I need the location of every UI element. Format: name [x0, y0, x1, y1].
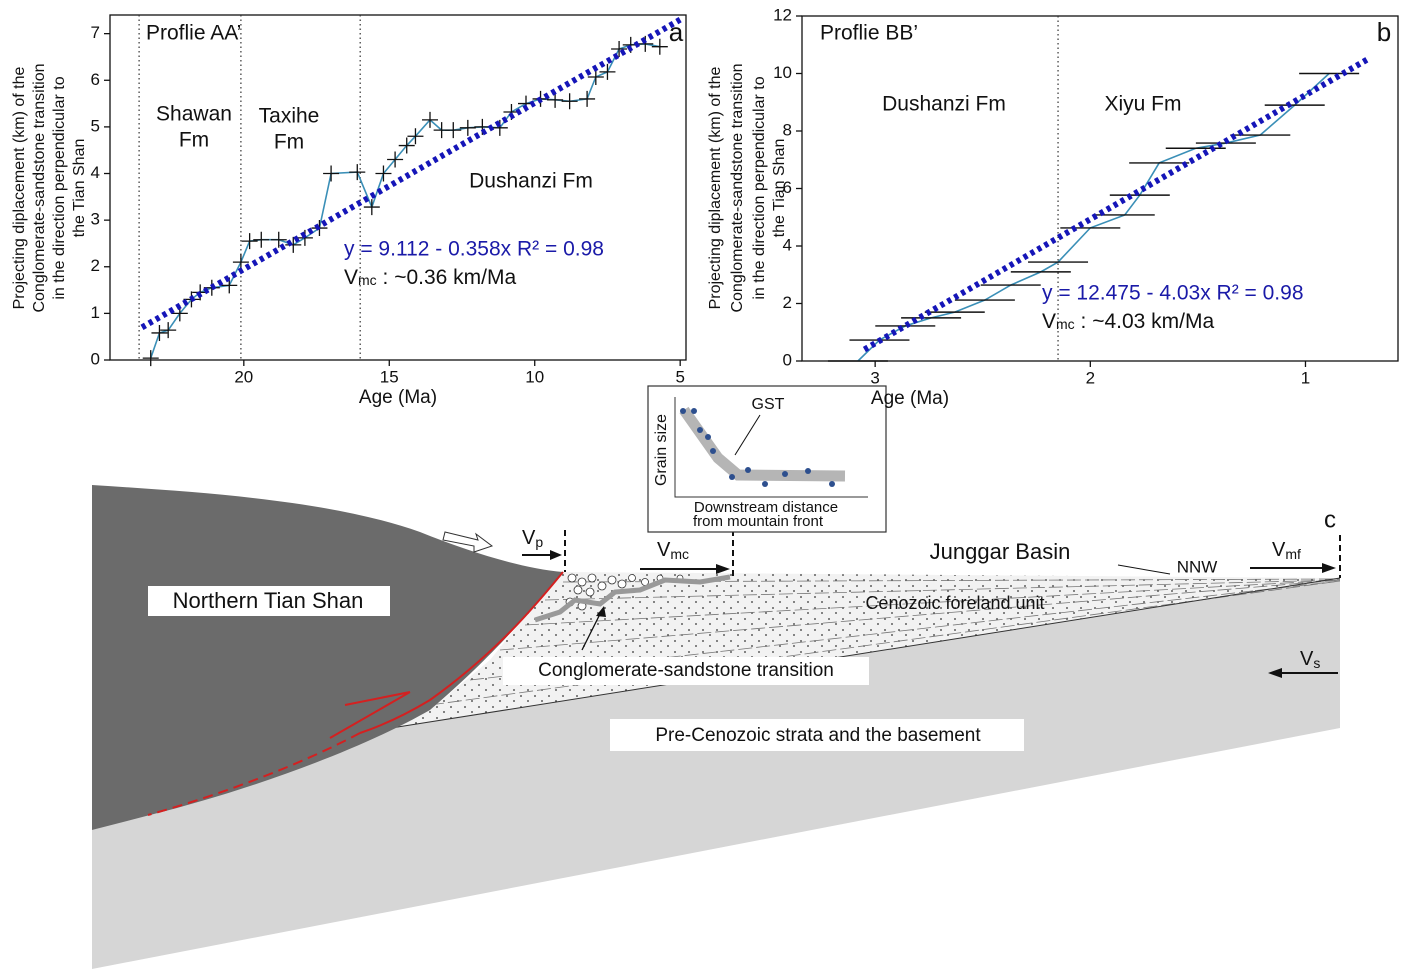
y-tick-label: 0	[783, 350, 792, 369]
formation-label: Fm	[179, 129, 209, 152]
data-point	[271, 232, 287, 248]
x-tick-label: 15	[380, 367, 399, 386]
data-point	[579, 91, 595, 107]
x-axis-label: Age (Ma)	[871, 388, 949, 409]
velocity-subscript: mc	[670, 546, 689, 562]
data-line	[151, 44, 660, 358]
basement-label: Pre-Cenozoic strata and the basement	[655, 725, 981, 746]
rate-subscript: mc	[358, 272, 377, 288]
figure: Northern Tian Shan Junggar Basin Cenozoi…	[0, 0, 1410, 969]
velocity-subscript: mf	[1285, 546, 1301, 562]
y-tick-label: 6	[91, 70, 100, 89]
y-tick-label: 10	[773, 63, 792, 82]
y-tick-label: 2	[91, 256, 100, 275]
x-tick-label: 10	[525, 367, 544, 386]
y-axis-label: the Tian Shan	[771, 139, 788, 238]
formation-label: Taxihe	[259, 105, 320, 128]
data-point	[253, 232, 269, 248]
y-tick-label: 12	[773, 5, 792, 24]
y-tick-label: 1	[91, 303, 100, 322]
formation-label: Dushanzi Fm	[469, 170, 593, 193]
rate-text: : ~0.36 km/Ma	[377, 266, 517, 289]
panel-title: Proflie AA’	[146, 22, 241, 45]
y-tick-label: 0	[91, 349, 100, 368]
y-axis-label: Projecting diplacement (km) of the	[707, 67, 724, 310]
y-tick-label: 5	[91, 116, 100, 135]
y-tick-label: 3	[91, 210, 100, 229]
x-tick-label: 1	[1301, 368, 1310, 387]
y-axis-label: in the direction perpendicular to	[51, 76, 68, 299]
y-axis-label: Conglomerate-sandstone transition	[729, 63, 746, 312]
x-tick-label: 3	[870, 368, 879, 387]
velocity-subscript: s	[1313, 655, 1320, 671]
data-point	[143, 350, 159, 366]
formation-label: Shawan	[156, 103, 232, 126]
x-axis-label: Age (Ma)	[359, 387, 437, 408]
rate-text: : ~4.03 km/Ma	[1075, 310, 1215, 333]
inset-label: GST	[752, 396, 785, 413]
data-point	[460, 120, 476, 136]
data-point	[242, 233, 258, 249]
velocity-label: Vmc	[657, 539, 689, 561]
plot-frame	[110, 15, 686, 360]
inset-xlabel: from mountain front	[693, 513, 824, 530]
rate-symbol: V	[1042, 310, 1056, 333]
basin-label: Junggar Basin	[930, 539, 1071, 564]
data-point	[160, 322, 176, 338]
velocity-label: Vp	[522, 527, 543, 549]
velocity-symbol: V	[522, 527, 536, 549]
equation: y = 9.112 - 0.358x R² = 0.98	[344, 238, 604, 261]
foreland-label: Cenozoic foreland unit	[865, 593, 1044, 613]
x-tick-label: 2	[1086, 368, 1095, 387]
data-point	[652, 39, 668, 55]
x-tick-label: 5	[675, 367, 684, 386]
panel-letter: c	[1324, 506, 1336, 533]
velocity-label: Vmf	[1272, 539, 1301, 561]
x-tick-label: 20	[234, 367, 253, 386]
data-point	[445, 122, 461, 138]
y-axis-label: Conglomerate-sandstone transition	[31, 63, 48, 312]
equation: y = 12.475 - 4.03x R² = 0.98	[1042, 282, 1304, 305]
rate: Vmc : ~4.03 km/Ma	[1042, 310, 1214, 333]
formation-label: Fm	[274, 131, 304, 154]
y-tick-label: 7	[91, 23, 100, 42]
velocity-symbol: V	[657, 539, 671, 561]
velocity-symbol: V	[1300, 648, 1314, 670]
panel-letter: b	[1377, 17, 1391, 47]
data-point	[349, 164, 365, 180]
transition-label: Conglomerate-sandstone transition	[538, 660, 834, 681]
y-tick-label: 2	[783, 293, 792, 312]
velocity-subscript: p	[535, 534, 543, 550]
velocity-symbol: V	[1272, 539, 1286, 561]
y-axis-label: Projecting diplacement (km) of the	[11, 67, 28, 310]
formation-label: Xiyu Fm	[1104, 93, 1181, 116]
rate: Vmc : ~0.36 km/Ma	[344, 266, 516, 289]
formation-label: Dushanzi Fm	[882, 93, 1006, 116]
data-point	[562, 93, 578, 109]
y-axis-label: the Tian Shan	[71, 139, 88, 238]
rate-subscript: mc	[1056, 316, 1075, 332]
data-point	[323, 166, 339, 182]
data-point	[151, 325, 167, 341]
panel-letter: a	[669, 17, 684, 47]
panel-title: Proflie BB’	[820, 22, 918, 45]
y-tick-label: 4	[91, 163, 100, 182]
y-tick-label: 8	[783, 120, 792, 139]
inset-ylabel: Grain size	[653, 414, 670, 486]
mountain-label: Northern Tian Shan	[173, 588, 364, 613]
direction-label: NNW	[1177, 557, 1218, 576]
y-axis-label: in the direction perpendicular to	[751, 76, 768, 299]
rate-symbol: V	[344, 266, 358, 289]
